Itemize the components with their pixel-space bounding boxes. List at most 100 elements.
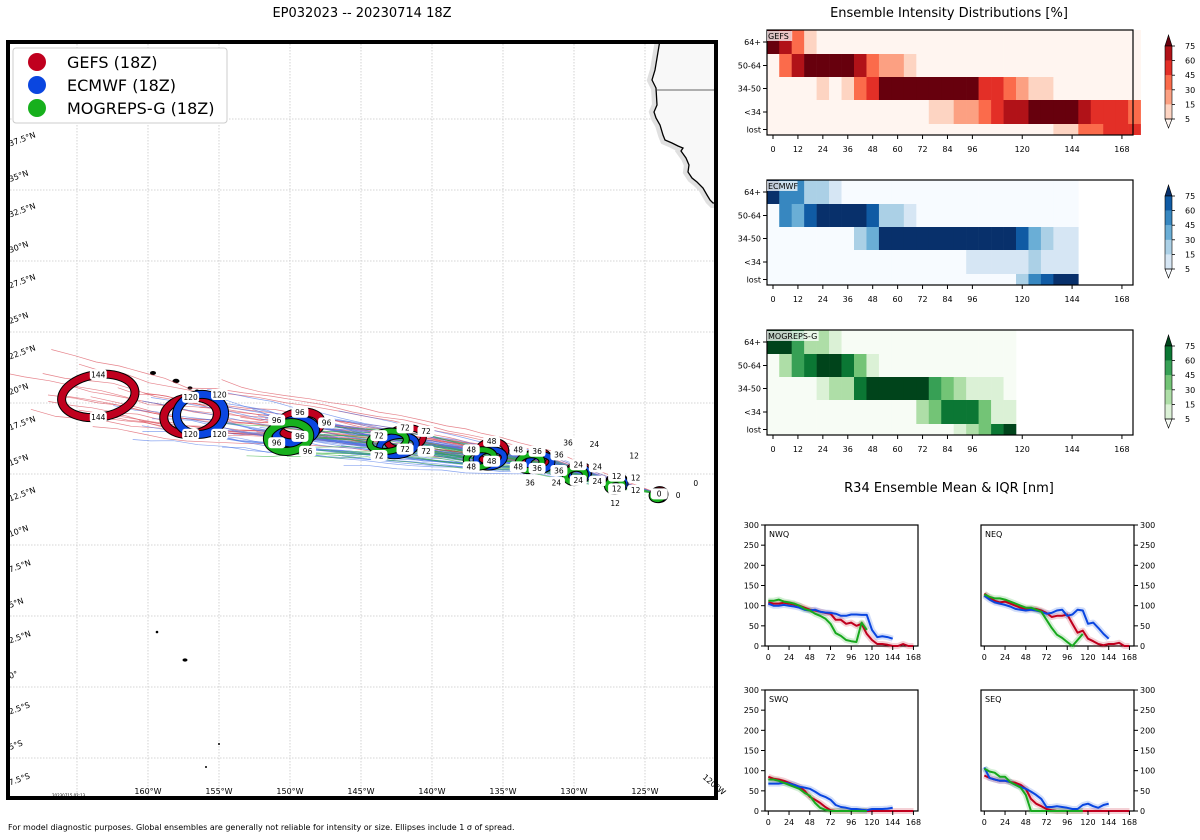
heatmap-cell <box>804 354 817 377</box>
x-tick-label: 84 <box>942 295 952 304</box>
heatmap-cell <box>928 54 942 77</box>
r34-chart-swq: SWQ 0 50 100 150 200 250 300 0 24 48 72 96 120 144 168 <box>744 686 921 827</box>
longitude-label: 130°W <box>560 787 587 796</box>
heatmap-cell <box>991 100 1004 124</box>
heatmap-cell <box>816 354 830 377</box>
heatmap-cell <box>953 180 967 204</box>
heatmap-cell <box>1065 30 1079 54</box>
heatmap-cell <box>854 400 867 424</box>
hour-label-box <box>370 450 388 462</box>
y-tick-label: 50 <box>749 787 759 796</box>
x-tick-label: 168 <box>906 818 921 827</box>
x-tick-label: 120 <box>1015 295 1030 304</box>
heatmap-cell <box>779 124 792 135</box>
x-tick-label: 36 <box>843 145 853 154</box>
forecast-hour-label: 24 <box>592 463 602 472</box>
heatmap-cell <box>791 377 805 400</box>
forecast-hour-label: 36 <box>525 478 535 487</box>
heatmap-cell <box>854 180 867 204</box>
heatmap-cell <box>953 204 967 227</box>
heatmap-cell <box>1053 180 1067 204</box>
intensity-title: Ensemble Intensity Distributions [%] <box>830 6 1068 21</box>
heatmap-cell <box>878 354 892 377</box>
x-tick-label: 96 <box>967 145 977 154</box>
heatmap-cell <box>1065 274 1079 285</box>
hour-label-box <box>89 411 107 423</box>
heatmap-cell <box>978 250 992 274</box>
heatmap-cell <box>928 204 942 227</box>
x-tick-label: 96 <box>846 653 856 662</box>
hour-label-box <box>182 391 200 403</box>
heatmap-cell <box>791 124 805 135</box>
r34-mean-line-ecmwf <box>983 594 1110 640</box>
heatmap-cell <box>841 354 855 377</box>
colorbar-tick-label: 15 <box>1185 100 1195 109</box>
heatmap-cell <box>903 30 917 54</box>
row-label: 34-50 <box>738 385 761 394</box>
heatmap-cell <box>816 54 830 77</box>
forecast-hour-label: 24 <box>573 476 583 485</box>
heatmap-cell <box>903 250 917 274</box>
y-tick-label: 250 <box>1140 541 1155 550</box>
heatmap-cell <box>953 330 967 354</box>
hour-label-box <box>521 476 539 488</box>
row-label: 64+ <box>744 38 761 47</box>
heatmap-cell <box>878 274 892 285</box>
heatmap-cell <box>991 204 1004 227</box>
heatmap-cell <box>779 250 792 274</box>
heatmap-cell <box>804 227 817 250</box>
heatmap-cell <box>841 124 855 135</box>
x-tick-label: 144 <box>1101 818 1116 827</box>
heatmap-cell <box>829 30 842 54</box>
heatmap-cell <box>816 124 830 135</box>
heatmap-cell <box>966 227 979 250</box>
heatmap-cell <box>903 124 917 135</box>
y-tick-label: 150 <box>1140 747 1155 756</box>
heatmap-cell <box>804 424 817 435</box>
x-tick-label: 24 <box>784 653 794 662</box>
heatmap-cell <box>854 250 867 274</box>
heatmap-cell <box>854 424 867 435</box>
heatmap-cell <box>829 100 842 124</box>
heatmap-cell <box>878 330 892 354</box>
hour-label-box <box>588 461 606 473</box>
footer-note: For model diagnostic purposes. Global en… <box>8 823 515 832</box>
y-tick-label: 0 <box>754 642 759 651</box>
x-tick-label: 0 <box>770 145 775 154</box>
heatmap-cell <box>903 77 917 100</box>
heatmap-cell <box>891 124 905 135</box>
legend-label: GEFS (18Z) <box>67 53 157 72</box>
heatmap-cell <box>966 124 979 135</box>
heatmap-cell <box>903 274 917 285</box>
x-tick-label: 144 <box>1064 295 1079 304</box>
row-label: 64+ <box>744 338 761 347</box>
forecast-hour-label: 0 <box>693 479 698 488</box>
heatmap-cell <box>841 400 855 424</box>
forecast-hour-label: 96 <box>295 408 305 417</box>
land <box>652 44 714 203</box>
longitude-label: 155°W <box>205 787 232 796</box>
heatmap-cell <box>978 274 992 285</box>
x-tick-label: 144 <box>885 818 900 827</box>
heatmap-cell <box>1053 250 1067 274</box>
heatmap-cell <box>1053 77 1067 100</box>
heatmap-cell <box>941 400 954 424</box>
heatmap-cell <box>941 124 954 135</box>
hour-label-box <box>687 477 705 489</box>
colorbar-tick-label: 5 <box>1185 265 1190 274</box>
x-tick-label: 0 <box>982 653 987 662</box>
heatmap-cell <box>829 54 842 77</box>
heatmap-cell <box>991 30 1004 54</box>
forecast-hour-label: 96 <box>295 432 305 441</box>
forecast-hour-label: 96 <box>272 416 282 425</box>
heatmap-cell <box>891 180 905 204</box>
heatmap-cell <box>953 377 967 400</box>
heatmap-cell <box>1003 124 1017 135</box>
y-tick-label: 300 <box>744 521 759 530</box>
heatmap-cell <box>891 227 905 250</box>
heatmap-cell <box>841 54 855 77</box>
forecast-hour-label: 120 <box>212 430 227 439</box>
heatmap-cell <box>841 100 855 124</box>
heatmap-cell <box>928 274 942 285</box>
